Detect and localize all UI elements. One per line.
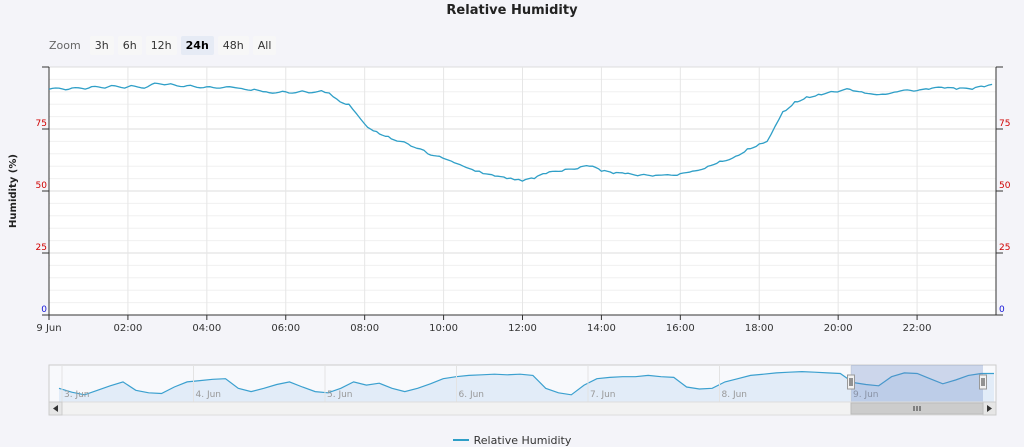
x-tick-label: 14:00 bbox=[587, 323, 616, 334]
zoom-24h-button[interactable]: 24h bbox=[180, 36, 214, 55]
y-axis-title: Humidity (%) bbox=[8, 154, 19, 228]
navigator-handle-left[interactable] bbox=[847, 374, 855, 390]
y-tick-label-left: 75 bbox=[36, 119, 47, 129]
navigator-date-label: 3. Jun bbox=[64, 390, 90, 400]
zoom-3h-button[interactable]: 3h bbox=[89, 36, 114, 55]
navigator-date-label: 8. Jun bbox=[722, 390, 748, 400]
y-tick-label-right: 0 bbox=[999, 305, 1005, 315]
zoom-bar: Zoom 3h 6h 12h 24h 48h All bbox=[49, 36, 277, 55]
x-tick-label: 20:00 bbox=[824, 323, 853, 334]
y-tick-label-right: 75 bbox=[999, 119, 1010, 129]
scroll-right-arrow-icon bbox=[987, 405, 992, 412]
navigator-date-label: 5. Jun bbox=[327, 390, 353, 400]
navigator-handle-right[interactable] bbox=[979, 374, 987, 390]
y-tick-label-left: 50 bbox=[36, 181, 48, 191]
legend: Relative Humidity bbox=[0, 431, 1024, 447]
y-tick-label-right: 25 bbox=[999, 243, 1010, 253]
zoom-48h-button[interactable]: 48h bbox=[217, 36, 249, 55]
y-tick-label-left: 0 bbox=[41, 305, 47, 315]
navigator-date-label: 9. Jun bbox=[853, 390, 879, 400]
navigator-date-label: 6. Jun bbox=[459, 390, 485, 400]
x-tick-label: 22:00 bbox=[903, 323, 932, 334]
x-tick-label: 12:00 bbox=[508, 323, 537, 334]
zoom-all-button[interactable]: All bbox=[252, 36, 277, 55]
navigator-selection[interactable] bbox=[851, 365, 983, 402]
zoom-6h-button[interactable]: 6h bbox=[117, 36, 142, 55]
navigator-line bbox=[58, 370, 994, 396]
chart-title: Relative Humidity bbox=[446, 3, 578, 18]
series-line-0 bbox=[48, 82, 993, 182]
navigator-date-label: 4. Jun bbox=[196, 390, 222, 400]
x-tick-label: 04:00 bbox=[192, 323, 221, 334]
x-tick-label: 08:00 bbox=[350, 323, 379, 334]
legend-label: Relative Humidity bbox=[473, 433, 572, 447]
legend-item-relative-humidity[interactable]: Relative Humidity bbox=[452, 433, 572, 447]
navigator-date-label: 7. Jun bbox=[590, 390, 616, 400]
zoom-12h-button[interactable]: 12h bbox=[145, 36, 177, 55]
x-tick-label: 16:00 bbox=[666, 323, 695, 334]
legend-swatch bbox=[452, 439, 469, 441]
x-tick-label: 10:00 bbox=[429, 323, 458, 334]
y-tick-label-left: 25 bbox=[36, 243, 47, 253]
navigator-area bbox=[59, 371, 994, 402]
x-tick-label: 02:00 bbox=[114, 323, 143, 334]
zoom-label: Zoom bbox=[49, 39, 81, 52]
scroll-left-arrow-icon bbox=[53, 405, 58, 412]
x-tick-label: 9 Jun bbox=[36, 323, 61, 334]
x-tick-label: 18:00 bbox=[745, 323, 774, 334]
x-tick-label: 06:00 bbox=[271, 323, 300, 334]
y-tick-label-right: 50 bbox=[999, 181, 1011, 191]
